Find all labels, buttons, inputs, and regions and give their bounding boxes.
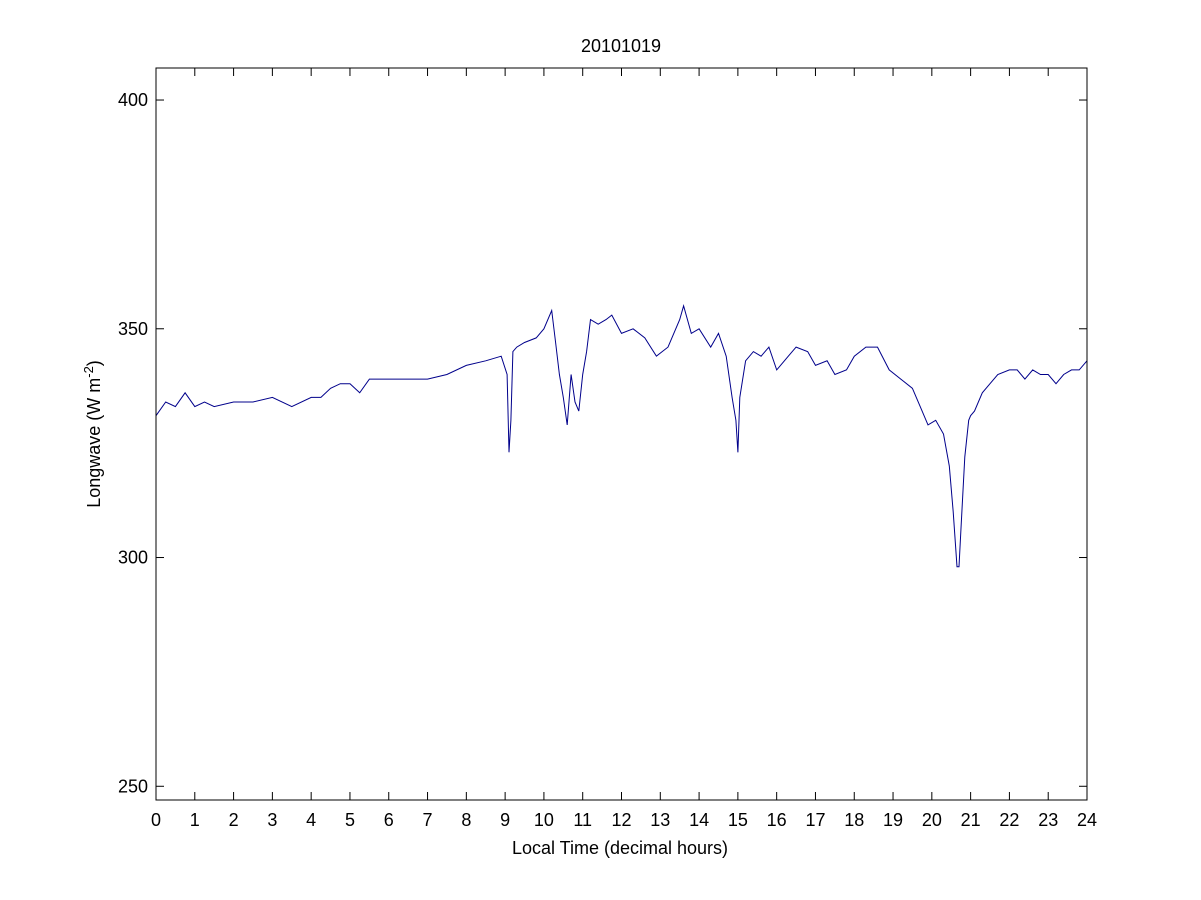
axis-ticks	[155, 68, 1088, 800]
x-tick-label: 7	[423, 810, 433, 830]
x-tick-label: 10	[534, 810, 554, 830]
x-tick-label: 4	[306, 810, 316, 830]
x-tick-label: 12	[611, 810, 631, 830]
x-tick-label: 5	[345, 810, 355, 830]
x-tick-label: 15	[728, 810, 748, 830]
y-axis-label-tail: )	[84, 360, 104, 366]
x-tick-label: 3	[267, 810, 277, 830]
x-tick-labels: 0 1 2 3 4 5 6 7 8 9 10 11 12 13 14 15 16 17 18 19 20 21 22 23 24	[151, 810, 1097, 830]
x-tick-label: 24	[1077, 810, 1097, 830]
x-tick-label: 11	[573, 810, 592, 830]
x-tick-label: 23	[1038, 810, 1058, 830]
longwave-series-line	[155, 304, 1088, 568]
y-tick-labels: 250 300 350 400	[118, 90, 148, 796]
x-tick-label: 8	[461, 810, 471, 830]
plot-area	[156, 68, 1087, 800]
y-tick-label: 250	[118, 776, 148, 796]
x-tick-label: 21	[961, 810, 981, 830]
x-tick-label: 22	[999, 810, 1019, 830]
x-tick-label: 18	[844, 810, 864, 830]
y-tick-label: 350	[118, 319, 148, 339]
x-axis-label: Local Time (decimal hours)	[512, 838, 728, 858]
x-tick-label: 14	[689, 810, 709, 830]
x-tick-label: 0	[151, 810, 161, 830]
y-axis-label-main: Longwave (W m	[84, 378, 104, 508]
y-axis-label: Longwave (W m-2)	[81, 360, 104, 508]
y-axis-label-superscript: -2	[81, 366, 96, 378]
x-tick-label: 20	[922, 810, 942, 830]
y-tick-label: 400	[118, 90, 148, 110]
chart-title: 20101019	[581, 36, 661, 56]
x-tick-label: 16	[767, 810, 787, 830]
x-tick-label: 13	[650, 810, 670, 830]
y-tick-label: 300	[118, 548, 148, 568]
x-tick-label: 1	[190, 810, 200, 830]
x-tick-label: 17	[805, 810, 825, 830]
x-tick-label: 6	[384, 810, 394, 830]
plot-frame	[155, 67, 1088, 801]
x-tick-label: 2	[229, 810, 239, 830]
x-tick-label: 19	[883, 810, 903, 830]
x-tick-label: 9	[500, 810, 510, 830]
